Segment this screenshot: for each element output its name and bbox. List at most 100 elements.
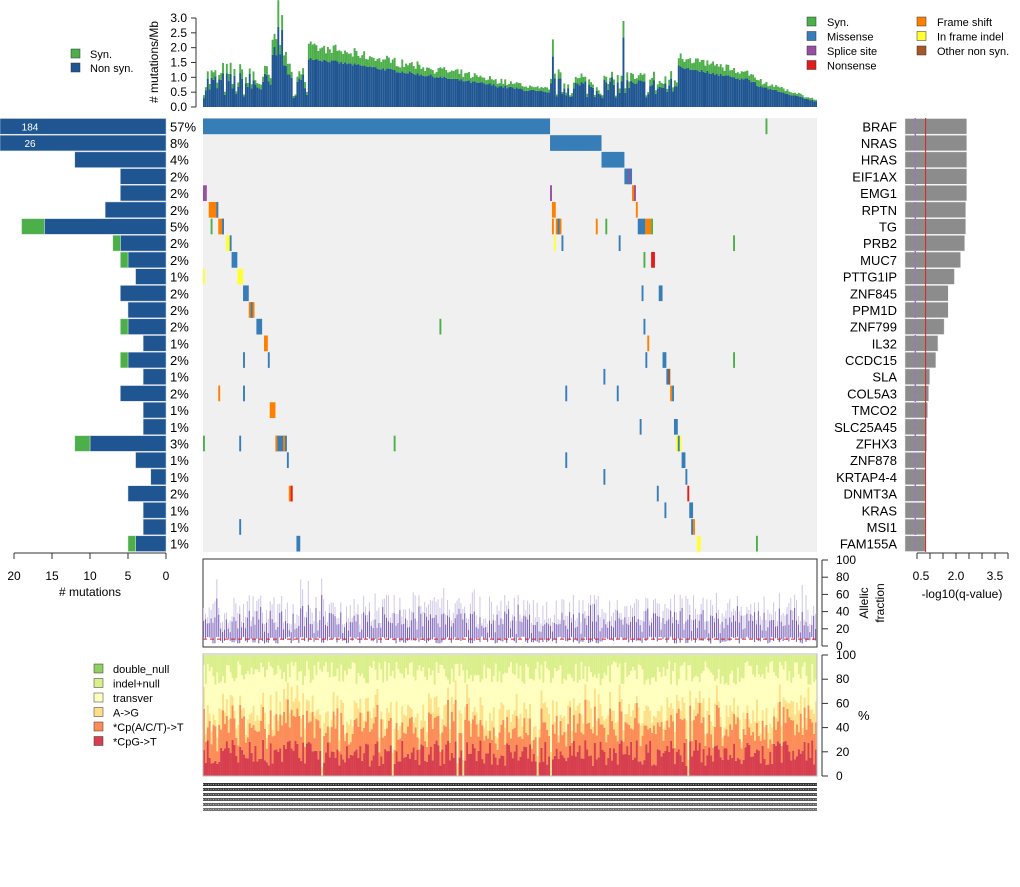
spectrum-segment (693, 682, 696, 710)
tmb-bar-syn (252, 71, 255, 81)
qvalue-tick-label: 2.0 (948, 569, 965, 583)
spectrum-segment (277, 730, 280, 752)
tmb-bar-nonsyn (601, 98, 604, 107)
tmb-bar-nonsyn (727, 75, 730, 107)
spectrum-segment (284, 722, 288, 749)
spectrum-segment (647, 661, 650, 707)
spectrum-segment (706, 689, 709, 711)
spectrum-segment (229, 694, 232, 719)
tmb-bar-nonsyn (523, 91, 526, 107)
spectrum-segment (448, 688, 452, 729)
spectrum-segment (410, 752, 413, 776)
spectrum-segment (300, 718, 303, 737)
spectrum-segment (429, 679, 433, 699)
spectrum-segment (443, 725, 446, 764)
tmb-bar-syn (462, 76, 465, 82)
spectrum-segment (477, 655, 480, 676)
spectrum-segment (712, 655, 715, 701)
spectrum-segment (727, 655, 730, 685)
spectrum-segment (647, 655, 650, 679)
spectrum-segment (439, 655, 442, 696)
spectrum-segment (540, 655, 543, 665)
spectrum-segment (580, 655, 583, 662)
mutation-cell (250, 302, 253, 318)
spectrum-segment (776, 655, 780, 679)
spectrum-segment (605, 682, 608, 719)
spectrum-segment (527, 718, 530, 736)
spectrum-segment (487, 753, 490, 776)
spectrum-segment (332, 691, 335, 712)
spectrum-segment (628, 661, 631, 704)
spectrum-segment (620, 678, 623, 699)
spectrum-segment (271, 655, 274, 669)
spectrum-segment (464, 719, 467, 761)
spectrum-segment (395, 655, 398, 663)
spectrum-segment (521, 751, 524, 776)
spectrum-segment (717, 661, 720, 702)
tmb-bar-syn (319, 48, 322, 61)
tmb-bar-nonsyn (284, 65, 287, 107)
mutation-cell (229, 235, 232, 252)
spectrum-segment (761, 745, 764, 776)
spectrum-segment (445, 655, 448, 677)
tmb-bar-nonsyn (407, 73, 409, 107)
spectrum-segment (700, 670, 703, 703)
spectrum-segment (685, 655, 688, 681)
spectrum-segment (271, 736, 274, 764)
tmb-bar-nonsyn (279, 54, 282, 107)
spectrum-segment (483, 763, 486, 776)
tmb-bar-syn (424, 71, 427, 77)
spectrum-segment (281, 671, 284, 716)
spectrum-segment (664, 682, 667, 721)
tmb-bar-syn (361, 55, 364, 66)
tmb-bar-nonsyn (546, 92, 549, 107)
spectrum-segment (387, 720, 391, 752)
spectrum-segment (279, 701, 282, 715)
tmb-bar-nonsyn (653, 80, 655, 107)
spectrum-segment (683, 675, 686, 703)
spectrum-segment (292, 750, 295, 776)
tmb-bar-syn (391, 59, 394, 70)
spectrum-segment (206, 740, 209, 776)
spectrum-segment (773, 655, 776, 673)
spectrum-segment (645, 744, 648, 776)
gene-count-bar-nonsyn (89, 435, 167, 452)
spectrum-segment (223, 723, 227, 749)
spectrum-segment (326, 711, 330, 727)
allelic-fraction-label-2: fraction (873, 583, 887, 622)
spectrum-segment (439, 733, 442, 752)
tmb-bar-nonsyn (231, 88, 234, 107)
spectrum-segment (420, 671, 423, 721)
spectrum-segment (582, 734, 585, 759)
spectrum-segment (799, 655, 802, 679)
spectrum-segment (687, 655, 690, 728)
spectrum-segment (262, 739, 265, 776)
gene-count-bar-nonsyn (0, 134, 167, 152)
spectrum-segment (281, 761, 284, 776)
tmb-bar-nonsyn (223, 94, 226, 107)
spectrum-segment (746, 663, 749, 706)
spectrum-segment (624, 655, 627, 663)
spectrum-segment (246, 677, 249, 720)
tmb-bar-nonsyn (591, 87, 594, 107)
spectrum-segment (243, 754, 246, 776)
spectrum-segment (336, 708, 339, 750)
spectrum-segment (656, 710, 659, 723)
tmb-bar-nonsyn (271, 54, 274, 107)
spectrum-segment (740, 763, 743, 776)
spectrum-segment (485, 655, 488, 679)
spectrum-segment (483, 740, 486, 764)
tmb-bar-syn (628, 81, 631, 88)
tmb-bar-nonsyn (691, 69, 694, 107)
tmb-bar-syn (475, 75, 478, 83)
spectrum-segment (643, 710, 646, 726)
tmb-bar-nonsyn (311, 60, 314, 107)
spectrum-segment (656, 671, 659, 711)
spectrum-segment (813, 733, 816, 765)
spectrum-segment (309, 712, 312, 722)
gene-count-bar-syn (74, 435, 91, 452)
tmb-bar-syn (279, 45, 282, 55)
tmb-bar-syn (767, 86, 770, 90)
spectrum-segment (212, 724, 215, 763)
gene-label: EIF1AX (852, 169, 897, 184)
